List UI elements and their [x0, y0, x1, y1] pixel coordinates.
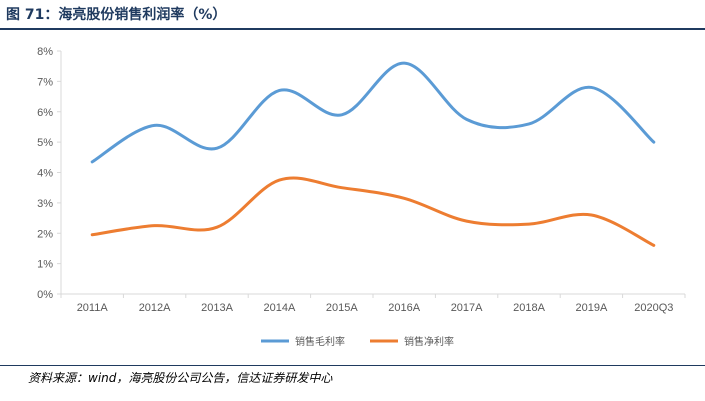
footer-rule [0, 365, 705, 366]
x-tick-label: 2012A [139, 302, 171, 314]
y-tick-label: 5% [37, 137, 53, 149]
x-tick-labels: 2011A 2012A 2013A 2014A 2015A 2016A 2017A 2018A… [77, 302, 674, 314]
source-note: 资料来源：wind，海亮股份公司公告，信达证券研发中心 [28, 371, 333, 385]
line-chart: 0%1%2%3%4%5%6%7%8% 2011A 2012A 2013A 2014A 2… [37, 46, 686, 348]
x-tick-label: 2016A [388, 302, 420, 314]
chart-axes [57, 50, 686, 298]
series-line-2 [90, 176, 656, 247]
y-tick-label: 4% [37, 168, 53, 180]
title-rule [0, 28, 705, 30]
y-tick-label: 2% [37, 228, 53, 240]
legend-label: 销售毛利率 [295, 335, 345, 348]
figure-title: 图 71：海亮股份销售利润率（%） [6, 7, 227, 23]
x-tick-label: 2015A [326, 302, 358, 314]
chart-legend: 销售毛利率 销售净利率 [261, 335, 454, 348]
x-tick-label: 2020Q3 [634, 302, 673, 314]
series-line-1 [90, 61, 656, 164]
y-tick-label: 7% [37, 76, 53, 88]
y-tick-labels: 0% 1% 2% 3% 4% 5% 6% 7% 8% [37, 46, 53, 301]
series-lines [90, 61, 656, 247]
legend-label: 销售净利率 [404, 335, 454, 348]
y-tick-label: 0% [37, 289, 53, 301]
y-tick-label: 3% [37, 198, 53, 210]
x-tick-label: 2018A [513, 302, 545, 314]
x-tick-label: 2011A [77, 302, 109, 314]
x-tick-label: 2019A [575, 302, 607, 314]
y-tick-label: 8% [37, 46, 53, 58]
y-tick-label: 1% [37, 259, 53, 271]
x-tick-label: 2017A [451, 302, 483, 314]
y-tick-label: 6% [37, 107, 53, 119]
x-tick-label: 2014A [263, 302, 295, 314]
x-tick-label: 2013A [201, 302, 233, 314]
